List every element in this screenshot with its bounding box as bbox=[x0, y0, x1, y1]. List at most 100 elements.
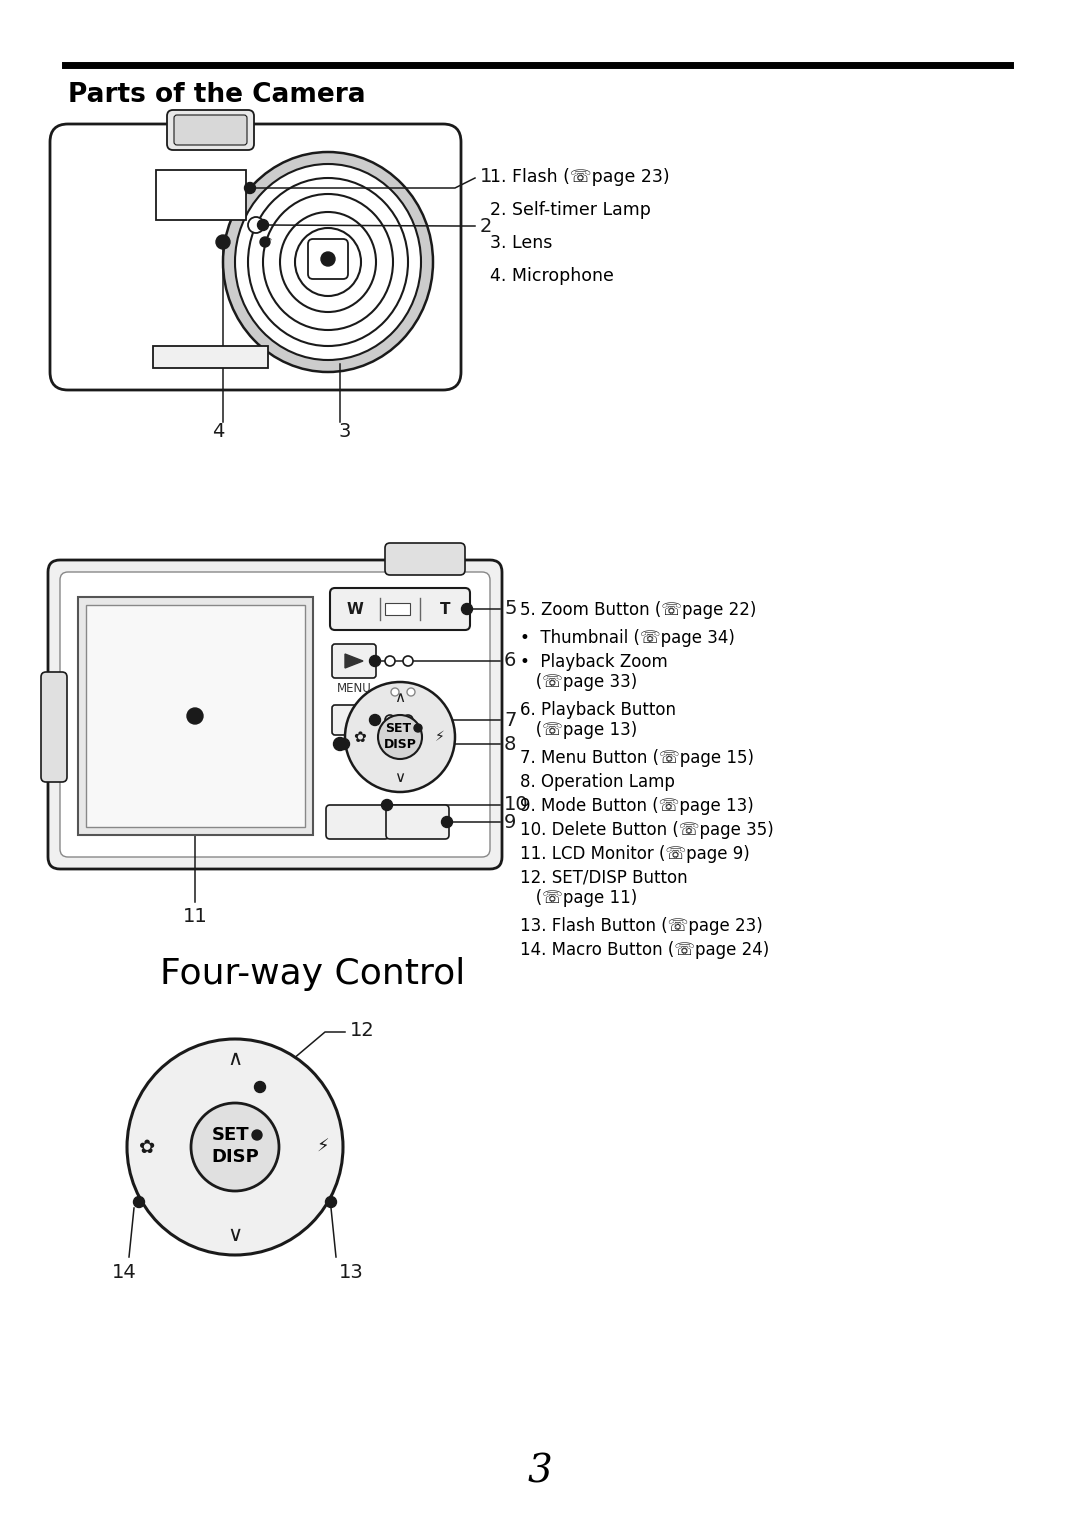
Text: MENU: MENU bbox=[337, 681, 372, 695]
Circle shape bbox=[461, 603, 473, 614]
Text: ✿: ✿ bbox=[353, 730, 366, 745]
Text: 14: 14 bbox=[111, 1263, 136, 1281]
Text: T: T bbox=[440, 602, 450, 617]
Text: ⚡: ⚡ bbox=[316, 1138, 329, 1156]
Text: DISP: DISP bbox=[211, 1148, 259, 1167]
FancyBboxPatch shape bbox=[330, 588, 470, 631]
Text: 12: 12 bbox=[350, 1020, 375, 1040]
Bar bbox=[78, 597, 313, 835]
Bar bbox=[86, 605, 305, 828]
Ellipse shape bbox=[222, 153, 433, 373]
Ellipse shape bbox=[248, 179, 408, 347]
Text: 4. Microphone: 4. Microphone bbox=[490, 267, 613, 286]
Text: ∧: ∧ bbox=[228, 1049, 243, 1069]
Circle shape bbox=[134, 1197, 145, 1208]
Circle shape bbox=[391, 689, 399, 696]
Text: 9: 9 bbox=[504, 812, 516, 832]
Text: •  Thumbnail (☏page 34): • Thumbnail (☏page 34) bbox=[519, 629, 734, 647]
Text: 6. Playback Button: 6. Playback Button bbox=[519, 701, 676, 719]
Text: W: W bbox=[347, 602, 364, 617]
FancyBboxPatch shape bbox=[332, 644, 376, 678]
Circle shape bbox=[384, 657, 395, 666]
Text: 4: 4 bbox=[212, 421, 225, 441]
Text: ∨: ∨ bbox=[228, 1225, 243, 1245]
Circle shape bbox=[403, 715, 413, 725]
Circle shape bbox=[187, 709, 203, 724]
Text: 12. SET/DISP Button: 12. SET/DISP Button bbox=[519, 869, 688, 887]
Circle shape bbox=[325, 1197, 337, 1208]
Text: 13. Flash Button (☏page 23): 13. Flash Button (☏page 23) bbox=[519, 918, 762, 935]
Text: Four-way Control: Four-way Control bbox=[160, 957, 465, 991]
Polygon shape bbox=[345, 654, 363, 667]
Circle shape bbox=[403, 657, 413, 666]
FancyBboxPatch shape bbox=[48, 560, 502, 869]
Circle shape bbox=[414, 724, 422, 731]
FancyBboxPatch shape bbox=[384, 544, 465, 576]
Text: (☏page 13): (☏page 13) bbox=[519, 721, 637, 739]
Circle shape bbox=[252, 1130, 262, 1141]
Circle shape bbox=[260, 237, 270, 247]
Circle shape bbox=[369, 715, 380, 725]
Text: 3: 3 bbox=[339, 421, 351, 441]
Text: •  Playback Zoom: • Playback Zoom bbox=[519, 654, 667, 670]
Text: 14. Macro Button (☏page 24): 14. Macro Button (☏page 24) bbox=[519, 941, 769, 959]
Text: ⚡: ⚡ bbox=[435, 730, 445, 744]
Bar bbox=[153, 347, 268, 368]
Text: 7: 7 bbox=[504, 710, 516, 730]
Bar bbox=[384, 603, 410, 615]
Text: SET: SET bbox=[384, 721, 411, 734]
Circle shape bbox=[127, 1038, 343, 1255]
Circle shape bbox=[338, 739, 350, 750]
FancyBboxPatch shape bbox=[167, 110, 254, 150]
Text: ∨: ∨ bbox=[394, 770, 406, 785]
Circle shape bbox=[442, 817, 453, 828]
Text: 11: 11 bbox=[183, 907, 207, 927]
Text: 7. Menu Button (☏page 15): 7. Menu Button (☏page 15) bbox=[519, 750, 754, 767]
Ellipse shape bbox=[235, 163, 421, 360]
Text: ✿: ✿ bbox=[139, 1138, 156, 1156]
Text: 13: 13 bbox=[339, 1263, 364, 1281]
Text: 2. Self-timer Lamp: 2. Self-timer Lamp bbox=[490, 202, 651, 218]
Text: Parts of the Camera: Parts of the Camera bbox=[68, 82, 366, 108]
Circle shape bbox=[244, 183, 256, 194]
FancyBboxPatch shape bbox=[60, 573, 490, 857]
Text: (☏page 33): (☏page 33) bbox=[519, 673, 637, 692]
Ellipse shape bbox=[280, 212, 376, 312]
Text: SET: SET bbox=[212, 1125, 249, 1144]
FancyBboxPatch shape bbox=[174, 115, 247, 145]
Text: 2: 2 bbox=[480, 217, 492, 235]
FancyBboxPatch shape bbox=[326, 805, 389, 838]
FancyBboxPatch shape bbox=[50, 124, 461, 389]
Text: 9. Mode Button (☏page 13): 9. Mode Button (☏page 13) bbox=[519, 797, 754, 815]
Text: 1: 1 bbox=[480, 166, 492, 185]
Ellipse shape bbox=[264, 194, 393, 330]
FancyBboxPatch shape bbox=[332, 705, 376, 734]
Circle shape bbox=[369, 655, 380, 666]
Text: (☏page 11): (☏page 11) bbox=[519, 889, 637, 907]
Circle shape bbox=[384, 715, 395, 725]
Text: 11. LCD Monitor (☏page 9): 11. LCD Monitor (☏page 9) bbox=[519, 844, 750, 863]
Circle shape bbox=[321, 252, 335, 266]
Circle shape bbox=[257, 220, 269, 231]
Text: 8: 8 bbox=[504, 734, 516, 753]
Text: 3: 3 bbox=[528, 1454, 552, 1490]
Text: ∧: ∧ bbox=[394, 690, 406, 704]
Text: 1. Flash (☏page 23): 1. Flash (☏page 23) bbox=[490, 168, 670, 186]
Circle shape bbox=[407, 689, 415, 696]
FancyBboxPatch shape bbox=[386, 805, 449, 838]
Circle shape bbox=[334, 738, 347, 750]
Circle shape bbox=[345, 683, 455, 793]
Circle shape bbox=[191, 1102, 279, 1191]
Text: ♪: ♪ bbox=[265, 237, 271, 247]
FancyBboxPatch shape bbox=[41, 672, 67, 782]
Circle shape bbox=[216, 235, 230, 249]
Bar bbox=[156, 169, 246, 220]
Text: 5: 5 bbox=[504, 600, 516, 618]
FancyBboxPatch shape bbox=[308, 240, 348, 279]
Circle shape bbox=[381, 800, 392, 811]
Text: 8. Operation Lamp: 8. Operation Lamp bbox=[519, 773, 675, 791]
Circle shape bbox=[378, 715, 422, 759]
Text: 6: 6 bbox=[504, 652, 516, 670]
Ellipse shape bbox=[295, 228, 361, 296]
Circle shape bbox=[248, 217, 264, 234]
